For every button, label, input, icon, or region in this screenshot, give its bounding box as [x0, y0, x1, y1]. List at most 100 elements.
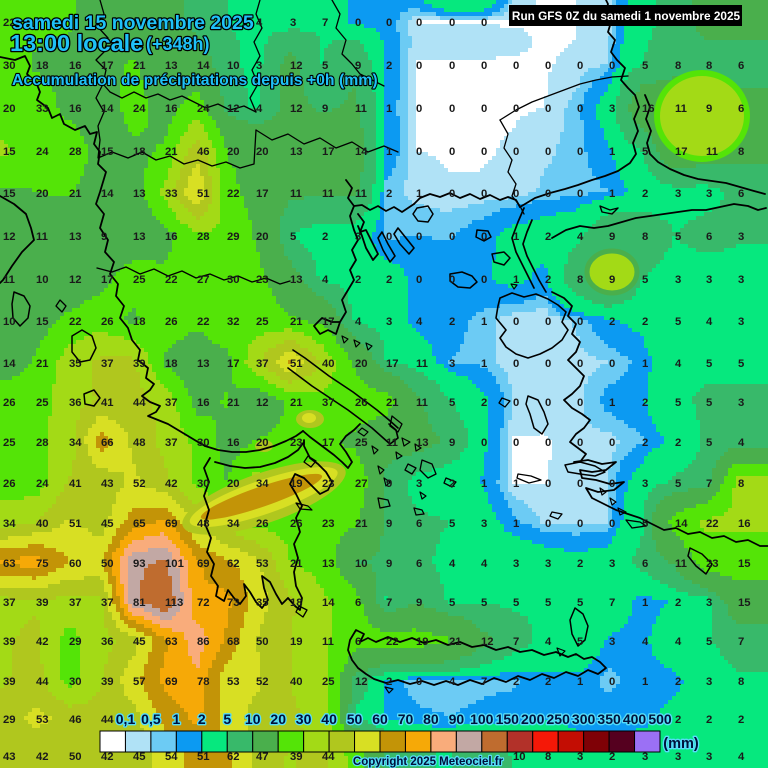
svg-text:3: 3 — [706, 188, 712, 200]
svg-text:3: 3 — [706, 751, 712, 763]
svg-text:2: 2 — [386, 676, 392, 688]
svg-text:50: 50 — [69, 751, 82, 763]
svg-text:4: 4 — [449, 676, 456, 688]
svg-text:0: 0 — [416, 676, 422, 688]
svg-text:Run GFS 0Z du samedi 1 novembr: Run GFS 0Z du samedi 1 novembre 2025 — [512, 9, 741, 23]
svg-text:1: 1 — [642, 597, 648, 609]
svg-text:0: 0 — [577, 358, 583, 370]
svg-text:32: 32 — [227, 316, 240, 328]
svg-text:0: 0 — [609, 518, 615, 530]
svg-text:0: 0 — [416, 274, 422, 286]
svg-text:69: 69 — [165, 676, 178, 688]
svg-text:2: 2 — [449, 478, 455, 490]
svg-text:40: 40 — [290, 676, 303, 688]
svg-text:21: 21 — [449, 636, 462, 648]
svg-text:2: 2 — [198, 711, 206, 727]
svg-text:37: 37 — [101, 597, 114, 609]
svg-text:3: 3 — [738, 274, 744, 286]
svg-text:0: 0 — [513, 60, 519, 72]
svg-text:44: 44 — [133, 397, 146, 409]
svg-text:11: 11 — [36, 231, 48, 243]
svg-text:0: 0 — [481, 274, 487, 286]
svg-text:4: 4 — [577, 231, 584, 243]
svg-text:21: 21 — [69, 188, 82, 200]
svg-text:90: 90 — [449, 711, 465, 727]
svg-text:7: 7 — [513, 636, 519, 648]
svg-text:5: 5 — [577, 597, 583, 609]
svg-text:22: 22 — [227, 188, 240, 200]
svg-text:0: 0 — [577, 60, 583, 72]
svg-text:9: 9 — [609, 274, 615, 286]
svg-text:17: 17 — [322, 146, 335, 158]
svg-text:37: 37 — [256, 358, 269, 370]
svg-text:150: 150 — [496, 711, 520, 727]
svg-text:22: 22 — [386, 636, 399, 648]
svg-text:9: 9 — [386, 558, 392, 570]
svg-text:8: 8 — [738, 478, 744, 490]
svg-text:1: 1 — [609, 397, 615, 409]
svg-text:23: 23 — [256, 274, 269, 286]
svg-text:21: 21 — [133, 60, 146, 72]
svg-text:37: 37 — [165, 397, 178, 409]
svg-text:12: 12 — [355, 676, 368, 688]
svg-text:0: 0 — [545, 316, 551, 328]
svg-text:350: 350 — [597, 711, 621, 727]
svg-text:3: 3 — [577, 751, 583, 763]
svg-text:5: 5 — [449, 518, 455, 530]
svg-text:21: 21 — [290, 397, 303, 409]
svg-text:3: 3 — [513, 558, 519, 570]
svg-text:7: 7 — [322, 17, 328, 29]
svg-text:7: 7 — [609, 597, 615, 609]
svg-text:4: 4 — [738, 751, 745, 763]
svg-text:16: 16 — [165, 231, 178, 243]
svg-text:39: 39 — [133, 358, 146, 370]
svg-text:0: 0 — [449, 17, 455, 29]
svg-text:18: 18 — [133, 146, 146, 158]
svg-text:0,1: 0,1 — [116, 711, 136, 727]
svg-text:0: 0 — [609, 676, 615, 688]
svg-text:37: 37 — [3, 597, 16, 609]
svg-text:15: 15 — [101, 146, 114, 158]
svg-text:5: 5 — [738, 358, 744, 370]
svg-text:11: 11 — [322, 636, 334, 648]
svg-text:3: 3 — [706, 274, 712, 286]
svg-text:21: 21 — [227, 397, 240, 409]
svg-text:5: 5 — [675, 316, 681, 328]
svg-text:14: 14 — [101, 188, 114, 200]
svg-text:15: 15 — [738, 597, 751, 609]
svg-text:4: 4 — [355, 316, 362, 328]
svg-text:22: 22 — [197, 316, 210, 328]
svg-text:3: 3 — [738, 231, 744, 243]
svg-text:63: 63 — [3, 558, 16, 570]
svg-text:39: 39 — [36, 597, 49, 609]
svg-text:21: 21 — [386, 397, 399, 409]
svg-text:44: 44 — [36, 676, 49, 688]
svg-text:0: 0 — [481, 146, 487, 158]
svg-text:21: 21 — [355, 518, 368, 530]
svg-text:0: 0 — [577, 103, 583, 115]
svg-text:40: 40 — [321, 711, 337, 727]
svg-text:4: 4 — [706, 316, 713, 328]
svg-text:2: 2 — [706, 714, 712, 726]
svg-text:4: 4 — [416, 316, 423, 328]
svg-text:46: 46 — [69, 714, 82, 726]
svg-text:3: 3 — [609, 103, 615, 115]
svg-text:10: 10 — [227, 60, 240, 72]
svg-text:13:00 locale: 13:00 locale — [10, 30, 143, 56]
svg-text:14: 14 — [101, 103, 114, 115]
svg-text:39: 39 — [3, 676, 16, 688]
svg-text:2: 2 — [675, 597, 681, 609]
svg-text:5: 5 — [642, 274, 648, 286]
svg-text:27: 27 — [355, 478, 368, 490]
svg-text:44: 44 — [322, 751, 335, 763]
svg-text:16: 16 — [69, 60, 82, 72]
svg-text:24: 24 — [133, 103, 146, 115]
svg-text:14: 14 — [3, 358, 16, 370]
svg-text:24: 24 — [36, 146, 49, 158]
svg-text:4: 4 — [738, 437, 745, 449]
svg-text:13: 13 — [133, 188, 146, 200]
svg-text:0: 0 — [577, 518, 583, 530]
svg-text:70: 70 — [398, 711, 414, 727]
svg-text:2: 2 — [481, 397, 487, 409]
svg-text:16: 16 — [227, 437, 240, 449]
